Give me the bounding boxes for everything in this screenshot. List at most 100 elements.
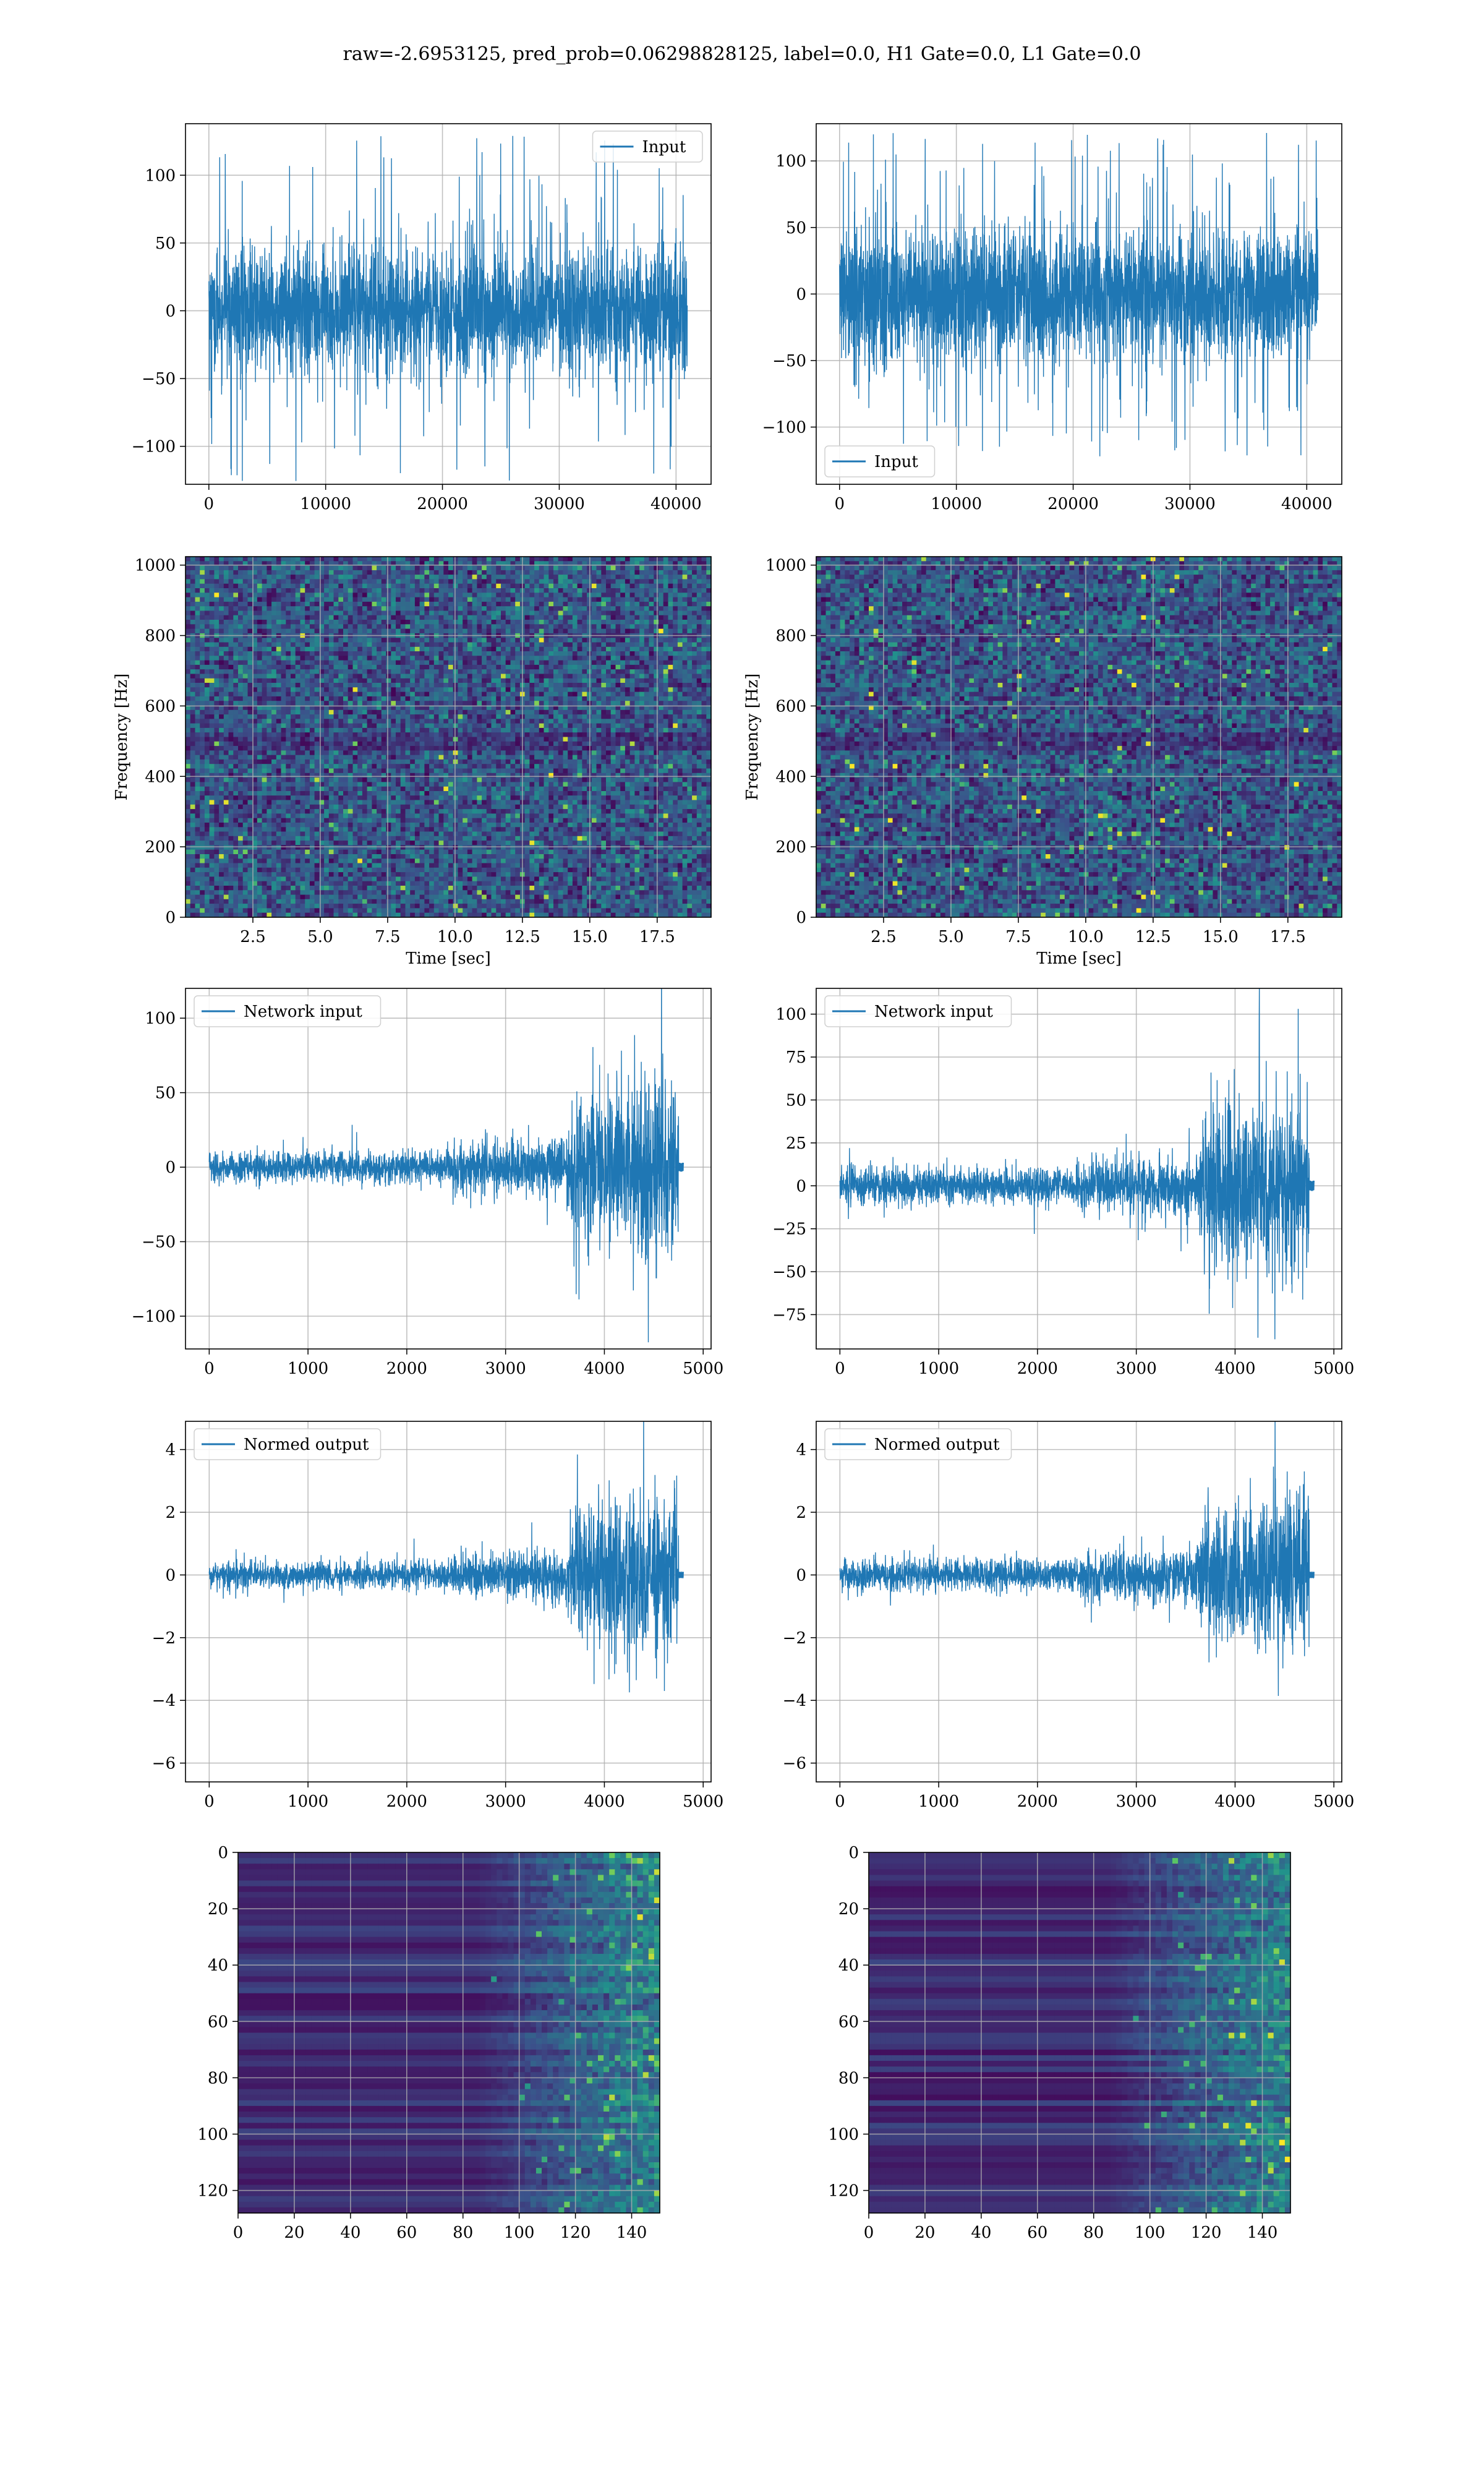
heat-cell xyxy=(267,687,271,692)
heat-cell xyxy=(267,584,271,589)
heat-cell xyxy=(186,656,190,661)
heat-cell xyxy=(616,661,621,666)
heat-cell xyxy=(281,579,286,584)
heat-cell xyxy=(324,651,329,656)
heat-cell xyxy=(663,611,668,616)
heat-cell xyxy=(697,566,702,571)
heat-cell xyxy=(553,669,558,674)
heat-cell xyxy=(281,557,286,562)
heat-cell xyxy=(539,606,544,611)
heat-cell xyxy=(219,661,224,666)
heat-cell xyxy=(534,624,539,629)
heat-cell xyxy=(262,570,267,575)
heat-cell xyxy=(592,584,597,589)
heat-cell xyxy=(453,669,458,674)
heat-cell xyxy=(310,597,315,602)
heat-cell xyxy=(683,624,688,629)
heat-cell xyxy=(472,669,477,674)
heat-cell xyxy=(229,701,234,706)
heat-cell xyxy=(281,615,286,620)
heat-cell xyxy=(573,696,578,701)
heat-cell xyxy=(401,570,406,575)
heat-cell xyxy=(296,615,301,620)
heat-cell xyxy=(649,579,654,584)
heat-cell xyxy=(338,710,343,715)
heat-cell xyxy=(544,643,549,648)
heat-cell xyxy=(620,611,625,616)
heat-cell xyxy=(458,593,463,597)
heat-cell xyxy=(616,620,621,625)
heat-cell xyxy=(668,575,673,580)
heat-cell xyxy=(654,584,659,589)
heat-cell xyxy=(563,661,568,666)
heat-cell xyxy=(634,579,639,584)
heat-cell xyxy=(668,597,673,602)
heat-cell xyxy=(578,661,582,666)
heat-cell xyxy=(410,624,415,629)
heat-cell xyxy=(568,701,573,706)
heat-cell xyxy=(391,629,396,634)
heat-cell xyxy=(334,615,339,620)
heat-cell xyxy=(276,683,281,688)
heat-cell xyxy=(233,651,238,656)
heat-cell xyxy=(243,669,248,674)
heat-cell xyxy=(482,661,487,666)
heat-cell xyxy=(578,638,582,643)
heat-cell xyxy=(606,566,611,571)
heat-cell xyxy=(262,606,267,611)
heat-cell xyxy=(534,557,539,562)
heat-cell xyxy=(578,579,582,584)
heat-cell xyxy=(382,588,386,593)
heat-cell xyxy=(391,584,396,589)
heat-cell xyxy=(482,615,487,620)
heat-cell xyxy=(382,566,386,571)
heat-cell xyxy=(663,687,668,692)
heat-cell xyxy=(687,588,692,593)
heat-cell xyxy=(286,629,291,634)
heat-cell xyxy=(553,710,558,715)
heat-cell xyxy=(568,678,573,683)
heat-cell xyxy=(396,683,401,688)
heat-cell xyxy=(601,579,606,584)
heat-cell xyxy=(205,647,210,652)
heat-cell xyxy=(630,643,635,648)
heat-cell xyxy=(329,629,334,634)
heat-cell xyxy=(544,584,549,589)
heat-cell xyxy=(639,615,644,620)
heat-cell xyxy=(634,651,639,656)
heat-cell xyxy=(458,643,463,648)
heat-cell xyxy=(443,579,448,584)
heat-cell xyxy=(238,701,243,706)
heat-cell xyxy=(548,588,553,593)
heat-cell xyxy=(357,669,362,674)
heat-cell xyxy=(458,566,463,571)
heat-cell xyxy=(357,629,362,634)
heat-cell xyxy=(668,588,673,593)
heat-cell xyxy=(592,656,597,661)
heat-cell xyxy=(243,638,248,643)
heat-cell xyxy=(573,678,578,683)
heat-cell xyxy=(420,669,425,674)
heat-cell xyxy=(548,624,553,629)
heat-cell xyxy=(553,692,558,697)
heat-cell xyxy=(592,593,597,597)
heat-cell xyxy=(683,692,688,697)
heat-cell xyxy=(286,651,291,656)
heat-cell xyxy=(243,678,248,683)
heat-cell xyxy=(558,615,563,620)
heat-cell xyxy=(305,656,310,661)
heat-cell xyxy=(616,615,621,620)
heat-cell xyxy=(362,615,367,620)
heat-cell xyxy=(544,710,549,715)
heat-cell xyxy=(229,602,234,607)
heat-cell xyxy=(663,669,668,674)
heat-cell xyxy=(563,665,568,670)
heat-cell xyxy=(534,647,539,652)
heat-cell xyxy=(501,579,506,584)
heat-cell xyxy=(534,683,539,688)
heat-cell xyxy=(620,638,625,643)
heat-cell xyxy=(529,674,534,679)
heat-cell xyxy=(673,611,678,616)
heat-cell xyxy=(687,593,692,597)
heat-cell xyxy=(649,665,654,670)
